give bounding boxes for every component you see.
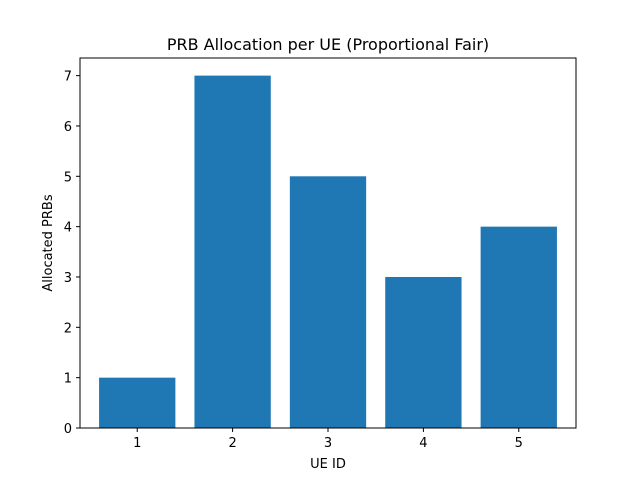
y-axis-label: Allocated PRBs (41, 194, 56, 291)
bar-ue-4 (385, 276, 462, 428)
chart-title: PRB Allocation per UE (Proportional Fair… (167, 35, 489, 54)
x-tick-label: 4 (419, 436, 427, 451)
bar-ue-2 (194, 75, 271, 428)
bar-ue-5 (480, 226, 557, 428)
x-axis-label: UE ID (310, 457, 346, 472)
y-tick-label: 6 (64, 120, 72, 135)
x-tick-label: 2 (228, 436, 236, 451)
y-tick-label: 3 (64, 271, 72, 286)
y-tick-label: 1 (64, 372, 72, 387)
x-tick-label: 5 (515, 436, 523, 451)
y-tick-label: 4 (64, 221, 72, 236)
y-tick-label: 5 (64, 170, 72, 185)
y-tick-label: 0 (64, 422, 72, 437)
x-tick-label: 3 (324, 436, 332, 451)
y-tick-label: 7 (64, 70, 72, 85)
y-tick-label: 2 (64, 321, 72, 336)
y-axis-ticks: 0 1 2 3 4 5 6 7 (64, 70, 80, 437)
bar-ue-3 (289, 176, 367, 428)
bar-ue-1 (99, 377, 176, 428)
bars-group (99, 75, 557, 428)
x-tick-label: 1 (133, 436, 141, 451)
x-axis-ticks: 1 2 3 4 5 (133, 428, 523, 451)
